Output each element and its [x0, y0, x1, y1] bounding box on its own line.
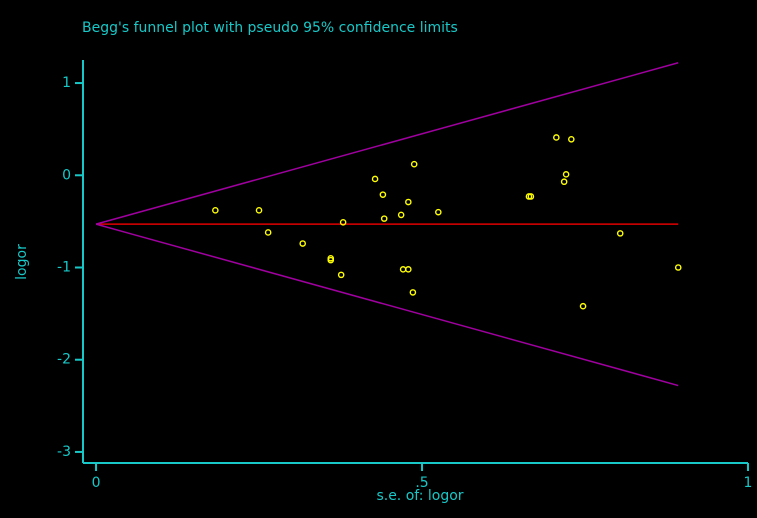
y-axis-label: logor — [14, 244, 30, 280]
point — [409, 289, 417, 296]
point — [212, 207, 219, 214]
point — [299, 240, 307, 247]
point — [568, 136, 575, 143]
point — [579, 302, 587, 310]
y-tick-label: 0 — [62, 167, 71, 183]
chart-title: Begg's funnel plot with pseudo 95% confi… — [82, 20, 458, 36]
x-tick-label: 0 — [92, 475, 101, 491]
x-tick-label: 1 — [744, 475, 753, 491]
line — [95, 62, 679, 225]
point — [397, 211, 405, 219]
point — [264, 229, 272, 236]
point — [255, 207, 263, 214]
y-tick-label: -1 — [57, 259, 71, 275]
line — [95, 223, 679, 387]
y-tick-label: 1 — [62, 75, 71, 91]
point — [527, 193, 535, 200]
x-tick-label: .5 — [415, 475, 428, 491]
y-tick-label: -2 — [57, 352, 71, 368]
point — [405, 266, 412, 273]
point — [435, 208, 442, 216]
point — [379, 191, 387, 198]
point — [371, 175, 379, 183]
point — [562, 171, 570, 178]
y-tick-label: -3 — [57, 444, 71, 460]
point — [337, 271, 345, 279]
point — [553, 134, 560, 141]
point — [380, 215, 388, 222]
point — [327, 256, 335, 264]
point — [674, 264, 682, 271]
point — [339, 219, 347, 226]
point — [616, 230, 624, 237]
point — [560, 178, 568, 186]
point — [405, 198, 412, 206]
point — [410, 160, 418, 168]
x-axis-label: s.e. of: logor — [376, 488, 463, 504]
